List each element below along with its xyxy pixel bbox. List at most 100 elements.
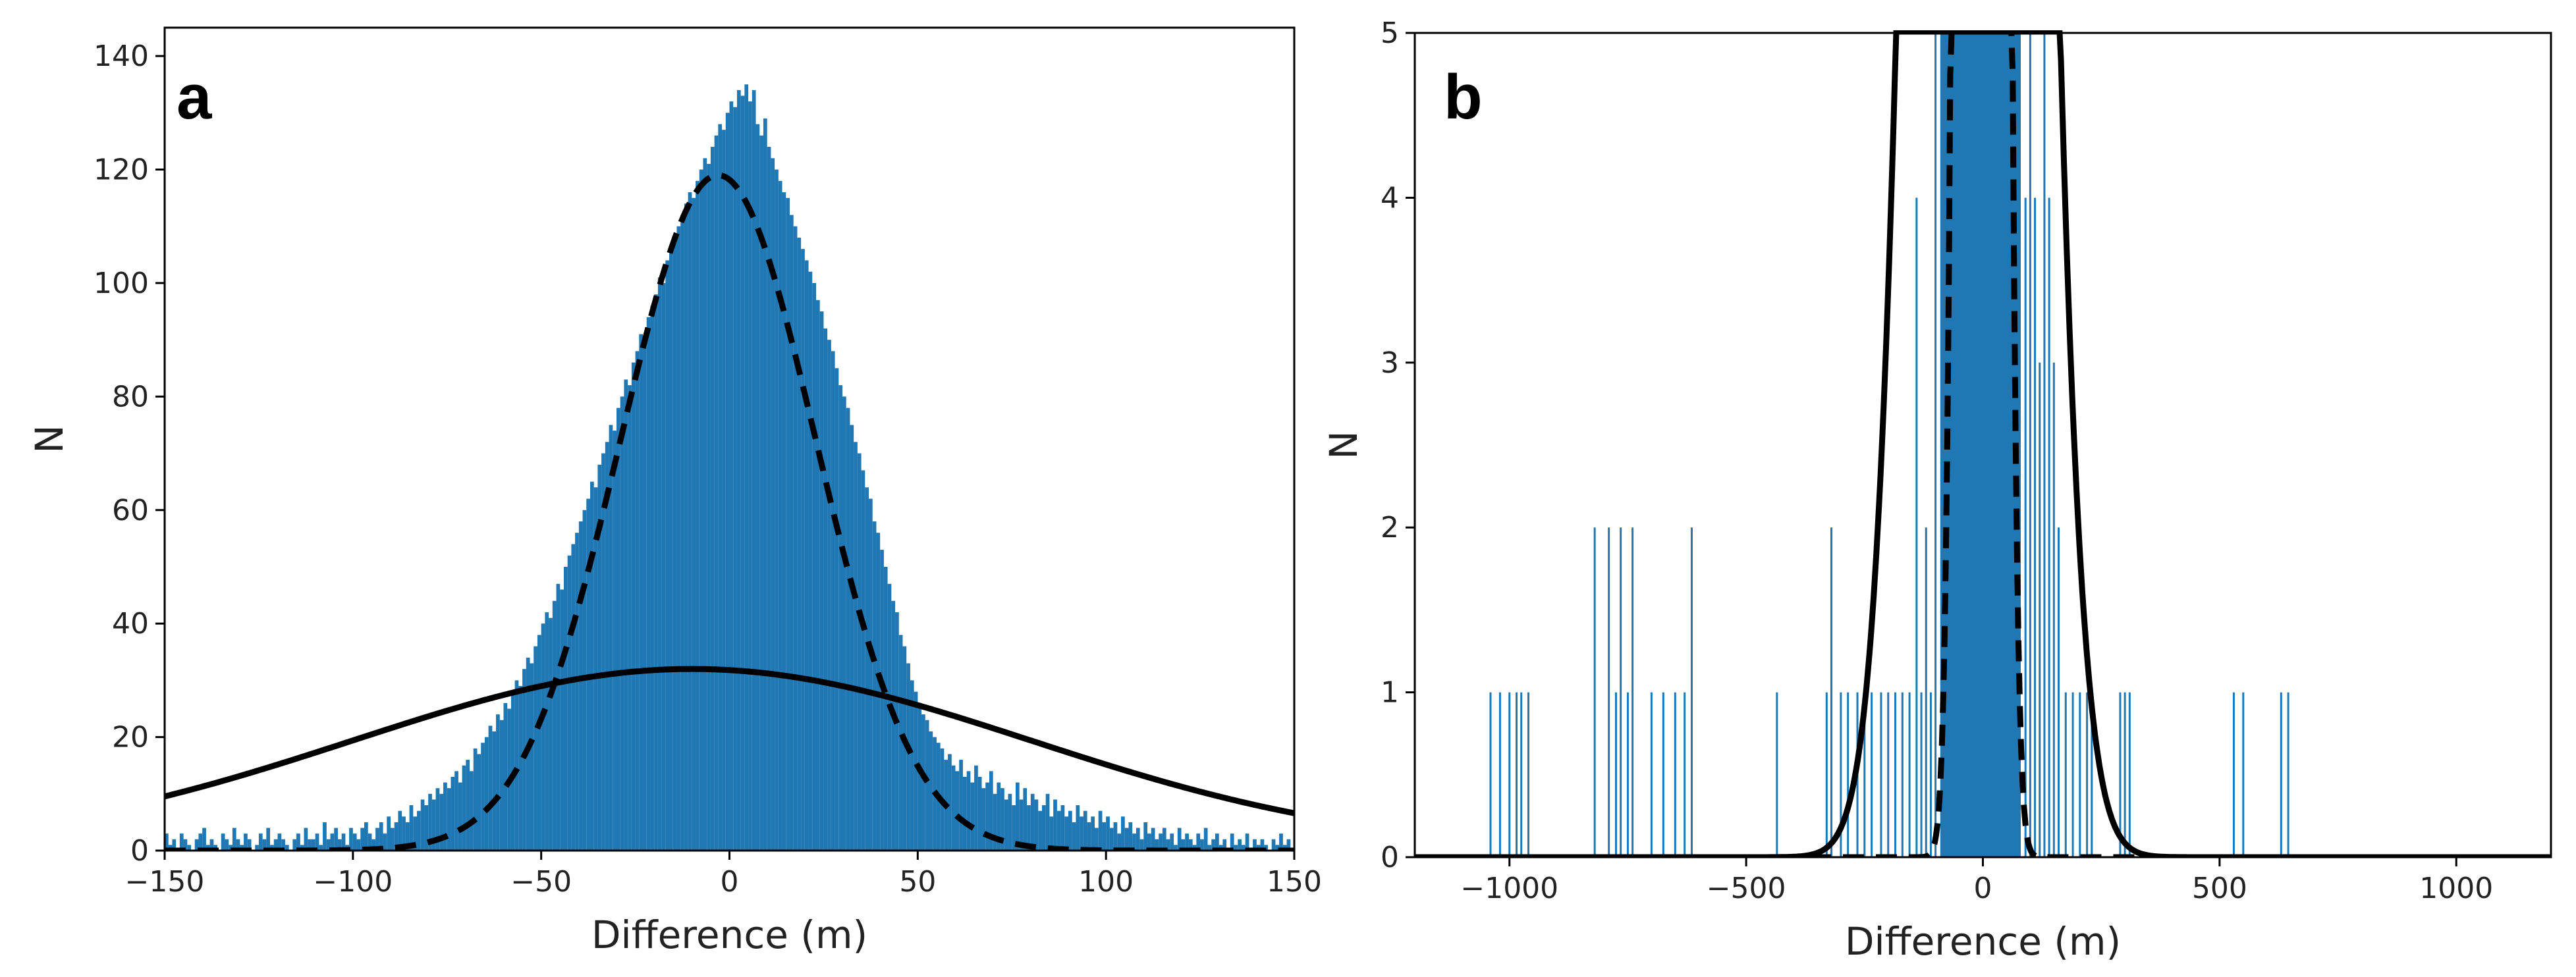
histogram-bar [172, 839, 177, 851]
histogram-bar [368, 833, 372, 851]
histogram-bar [1015, 782, 1020, 851]
histogram-bar [974, 765, 978, 851]
histogram-bar [819, 311, 824, 851]
histogram-bar [198, 833, 203, 851]
x-tick-label: 0 [1974, 872, 1992, 905]
histogram-bar [654, 294, 658, 851]
panel-a-y-axis-label: N [27, 425, 72, 453]
histogram-bar [1027, 805, 1031, 851]
histogram-bar [1053, 799, 1057, 851]
histogram-bar [530, 663, 534, 851]
histogram-bar [733, 107, 737, 851]
histogram-bar [771, 158, 775, 851]
histogram-bar [650, 305, 655, 851]
histogram-bar [360, 828, 364, 851]
histogram-bar [959, 760, 963, 851]
histogram-bar [413, 816, 418, 851]
histogram-bar [1072, 822, 1076, 851]
histogram-bar [895, 612, 899, 851]
histogram-bar [1113, 822, 1118, 851]
histogram-bar [352, 833, 357, 851]
histogram-bar [1143, 822, 1148, 851]
histogram-bar [744, 84, 749, 851]
histogram-bar [537, 635, 541, 851]
histogram-bar [473, 748, 478, 851]
panel-a-histogram [165, 84, 1291, 851]
histogram-bar [997, 782, 1001, 851]
histogram-bar [549, 618, 553, 851]
histogram-bar [371, 839, 376, 851]
histogram-bar [225, 839, 229, 851]
histogram-bar [477, 754, 481, 851]
histogram-bar [1279, 833, 1283, 851]
histogram-bar [1132, 833, 1136, 851]
histogram-bar [812, 282, 816, 851]
histogram-bar [740, 95, 745, 851]
histogram-bar [985, 782, 989, 851]
x-tick-label: 500 [2192, 872, 2247, 905]
histogram-bar [447, 788, 451, 851]
histogram-bar [955, 771, 960, 851]
y-tick-label: 40 [112, 607, 149, 641]
histogram-bar [643, 340, 647, 851]
histogram-bar [292, 839, 297, 851]
histogram-bar [1207, 845, 1212, 851]
histogram-bar [202, 828, 206, 851]
histogram-bar [1012, 805, 1016, 851]
histogram-bar [883, 566, 888, 851]
x-tick-label: −50 [510, 865, 572, 899]
histogram-bar [1049, 816, 1054, 851]
histogram-bar [236, 839, 240, 851]
histogram-bar [451, 776, 455, 851]
histogram-bar [1170, 833, 1174, 851]
histogram-bar [918, 702, 922, 851]
y-tick-label: 60 [112, 494, 149, 527]
histogram-bar [462, 765, 466, 851]
histogram-bar [356, 839, 361, 851]
histogram-bar [778, 180, 782, 851]
y-tick-label: 5 [1381, 16, 1399, 50]
histogram-bar [763, 118, 767, 851]
histogram-bar [387, 816, 391, 851]
x-tick-label: 1000 [2419, 872, 2493, 905]
histogram-bar [258, 833, 263, 851]
panel-a-x-ticks: −150 −100 −50 0 50 100 150 [125, 851, 1322, 899]
histogram-bar [1241, 845, 1246, 851]
histogram-bar [1060, 805, 1065, 851]
histogram-bar [209, 839, 214, 851]
panel-b: −1000 −500 0 500 1000 0 1 2 3 4 5 b Difference (m… [1321, 16, 2552, 964]
histogram-bar [981, 788, 986, 851]
histogram-bar [966, 771, 971, 851]
histogram-bar [277, 833, 282, 851]
histogram-bar [349, 828, 353, 851]
histogram-bar [710, 147, 715, 851]
histogram-bar [1253, 839, 1257, 851]
panel-b-x-ticks: −1000 −500 0 500 1000 [1460, 857, 2493, 905]
histogram-bar [575, 533, 579, 851]
histogram-bar [424, 805, 429, 851]
histogram-bar [417, 810, 421, 851]
histogram-bar [1174, 845, 1178, 851]
histogram-bar [593, 487, 598, 851]
histogram-bar [797, 237, 802, 851]
histogram-bar [880, 550, 884, 851]
histogram-bar [578, 521, 583, 851]
histogram-bar [699, 169, 703, 851]
histogram-bar [684, 203, 688, 851]
histogram-bar [838, 385, 842, 851]
histogram-bar [262, 839, 267, 851]
histogram-bar [665, 260, 670, 851]
histogram-bar [1128, 822, 1133, 851]
histogram-bar [187, 845, 192, 851]
histogram-bar [680, 215, 684, 851]
histogram-bar [1147, 833, 1151, 851]
histogram-bar [499, 720, 504, 851]
histogram-bar [518, 686, 523, 851]
y-tick-label: 3 [1381, 346, 1399, 380]
y-tick-label: 1 [1381, 676, 1399, 710]
histogram-bar [534, 646, 537, 851]
histogram-bar [183, 839, 188, 851]
histogram-bar [165, 833, 169, 851]
histogram-bar [842, 396, 846, 851]
histogram-bar [1064, 816, 1068, 851]
